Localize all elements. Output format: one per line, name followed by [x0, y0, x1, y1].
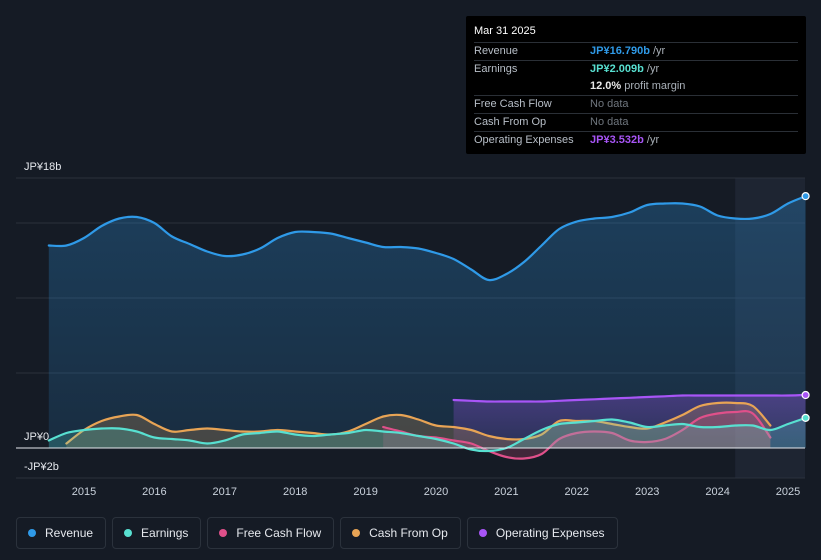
x-tick-label: 2024 — [705, 486, 729, 498]
legend-label: Operating Expenses — [495, 526, 605, 540]
tooltip-label: Earnings — [474, 63, 518, 75]
end-marker-revenue — [801, 192, 810, 201]
tooltip-date: Mar 31 2025 — [474, 25, 536, 37]
x-tick-label: 2022 — [565, 486, 589, 498]
legend-item-earnings[interactable]: Earnings — [112, 517, 202, 549]
legend-dot-icon — [28, 529, 36, 537]
tooltip-margin-value: 12.0% — [590, 80, 622, 92]
tooltip-label: Operating Expenses — [474, 134, 574, 146]
tooltip-label: Revenue — [474, 45, 519, 57]
tooltip-opex-value: JP¥3.532b — [590, 134, 644, 146]
tooltip-unit: /yr — [643, 134, 660, 146]
tooltip-row-earnings: Earnings JP¥2.009b /yr — [474, 60, 798, 78]
x-tick-label: 2021 — [494, 486, 518, 498]
y-tick-label: JP¥0 — [24, 431, 49, 443]
x-tick-label: 2017 — [213, 486, 237, 498]
legend-item-free-cash-flow[interactable]: Free Cash Flow — [207, 517, 335, 549]
legend-dot-icon — [219, 529, 228, 537]
x-tick-label: 2019 — [353, 486, 377, 498]
y-tick-label: JP¥18b — [24, 161, 61, 173]
x-tick-label: 2018 — [283, 486, 307, 498]
series-area-revenue — [48, 196, 806, 448]
legend-dot-icon — [124, 529, 133, 537]
series-line-earnings — [47, 416, 807, 453]
tooltip-unit: /yr — [649, 45, 666, 57]
tooltip-earnings-value: JP¥2.009b — [590, 63, 644, 75]
tooltip-row-revenue: Revenue JP¥16.790b /yr — [474, 42, 798, 60]
x-tick-label: 2025 — [776, 486, 800, 498]
tooltip-revenue-value: JP¥16.790b — [590, 45, 650, 57]
tooltip-margin-text: profit margin — [621, 80, 686, 92]
x-tick-label: 2023 — [635, 486, 659, 498]
legend-dot-icon — [352, 529, 361, 537]
legend-item-revenue[interactable]: Revenue — [16, 517, 107, 549]
tooltip-fcf-value: No data — [590, 98, 629, 110]
legend-item-cash-from-op[interactable]: Cash From Op — [340, 517, 461, 549]
series-area-earnings — [48, 417, 806, 452]
legend: Revenue Earnings Free Cash Flow Cash Fro… — [16, 517, 618, 549]
tooltip-label: Free Cash Flow — [474, 98, 552, 110]
tooltip-row-margin: 12.0% profit margin — [474, 78, 798, 95]
tooltip-row-opex: Operating Expenses JP¥3.532b /yr — [474, 131, 798, 149]
tooltip-row-cfo: Cash From Op No data — [474, 113, 798, 131]
tooltip-unit: /yr — [643, 63, 660, 75]
legend-label: Cash From Op — [369, 526, 448, 540]
legend-label: Earnings — [141, 526, 189, 540]
legend-label: Free Cash Flow — [236, 526, 322, 540]
x-tick-label: 2020 — [424, 486, 448, 498]
x-tick-label: 2015 — [72, 486, 96, 498]
x-tick-label: 2016 — [142, 486, 166, 498]
end-marker-operating-expenses — [801, 390, 810, 400]
series-line-operating-expenses — [452, 393, 807, 403]
legend-item-operating-expenses[interactable]: Operating Expenses — [466, 517, 618, 549]
legend-dot-icon — [478, 529, 487, 537]
series-area-free-cash-flow — [383, 411, 771, 459]
tooltip-label: Cash From Op — [474, 116, 547, 128]
tooltip-cfo-value: No data — [590, 116, 629, 128]
end-marker-earnings — [801, 413, 810, 422]
tooltip-row-fcf: Free Cash Flow No data — [474, 95, 798, 113]
series-line-free-cash-flow — [382, 410, 772, 460]
y-tick-label: -JP¥2b — [24, 461, 59, 473]
legend-label: Revenue — [45, 526, 94, 540]
tooltip: Mar 31 2025 Revenue JP¥16.790b /yr Earni… — [466, 16, 806, 154]
series-line-revenue — [47, 195, 807, 282]
series-area-cash-from-op — [66, 402, 771, 448]
